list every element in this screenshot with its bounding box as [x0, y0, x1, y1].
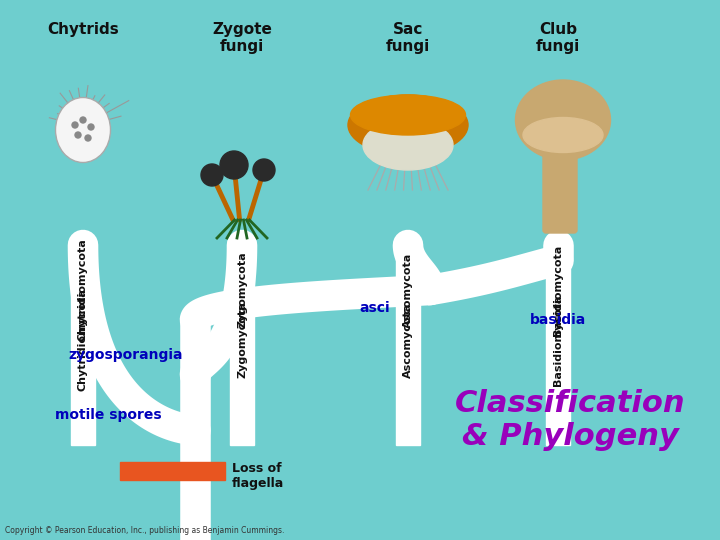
Ellipse shape [351, 95, 466, 135]
Text: Basidiomycota: Basidiomycota [553, 294, 563, 386]
Text: Chytridiomycota: Chytridiomycota [78, 239, 88, 341]
Text: Copyright © Pearson Education, Inc., publishing as Benjamin Cummings.: Copyright © Pearson Education, Inc., pub… [5, 526, 284, 535]
Ellipse shape [348, 95, 468, 155]
Text: zygosporangia: zygosporangia [68, 348, 183, 362]
Text: motile spores: motile spores [55, 408, 161, 422]
Circle shape [201, 164, 223, 186]
Circle shape [85, 135, 91, 141]
Text: Loss of
flagella: Loss of flagella [232, 462, 284, 490]
Circle shape [75, 132, 81, 138]
Text: Zygomycota: Zygomycota [237, 302, 247, 379]
Text: asci: asci [359, 301, 390, 315]
Text: Chytridiomycota: Chytridiomycota [78, 288, 88, 392]
Bar [71, 245, 95, 445]
Text: Ascomycota: Ascomycota [403, 252, 413, 328]
Ellipse shape [363, 120, 453, 170]
Bar [120, 462, 225, 480]
Text: Zygote
fungi: Zygote fungi [212, 22, 272, 55]
Text: Classification
& Phylogeny: Classification & Phylogeny [455, 389, 685, 451]
Ellipse shape [516, 80, 611, 160]
Bar [546, 245, 570, 445]
Text: basidia: basidia [530, 313, 586, 327]
Text: Sac
fungi: Sac fungi [386, 22, 430, 55]
Circle shape [220, 151, 248, 179]
Circle shape [72, 122, 78, 128]
Ellipse shape [523, 118, 603, 152]
Circle shape [253, 159, 275, 181]
FancyBboxPatch shape [543, 137, 577, 233]
Bar [230, 245, 254, 445]
Bar [396, 245, 420, 445]
Text: Club
fungi: Club fungi [536, 22, 580, 55]
Text: Basidiomycota: Basidiomycota [553, 245, 563, 336]
Ellipse shape [55, 98, 110, 163]
Text: Ascomycota: Ascomycota [403, 302, 413, 377]
Circle shape [88, 124, 94, 130]
Circle shape [80, 117, 86, 123]
Text: Chytrids: Chytrids [47, 22, 119, 37]
Text: Zygomycota: Zygomycota [237, 252, 247, 328]
